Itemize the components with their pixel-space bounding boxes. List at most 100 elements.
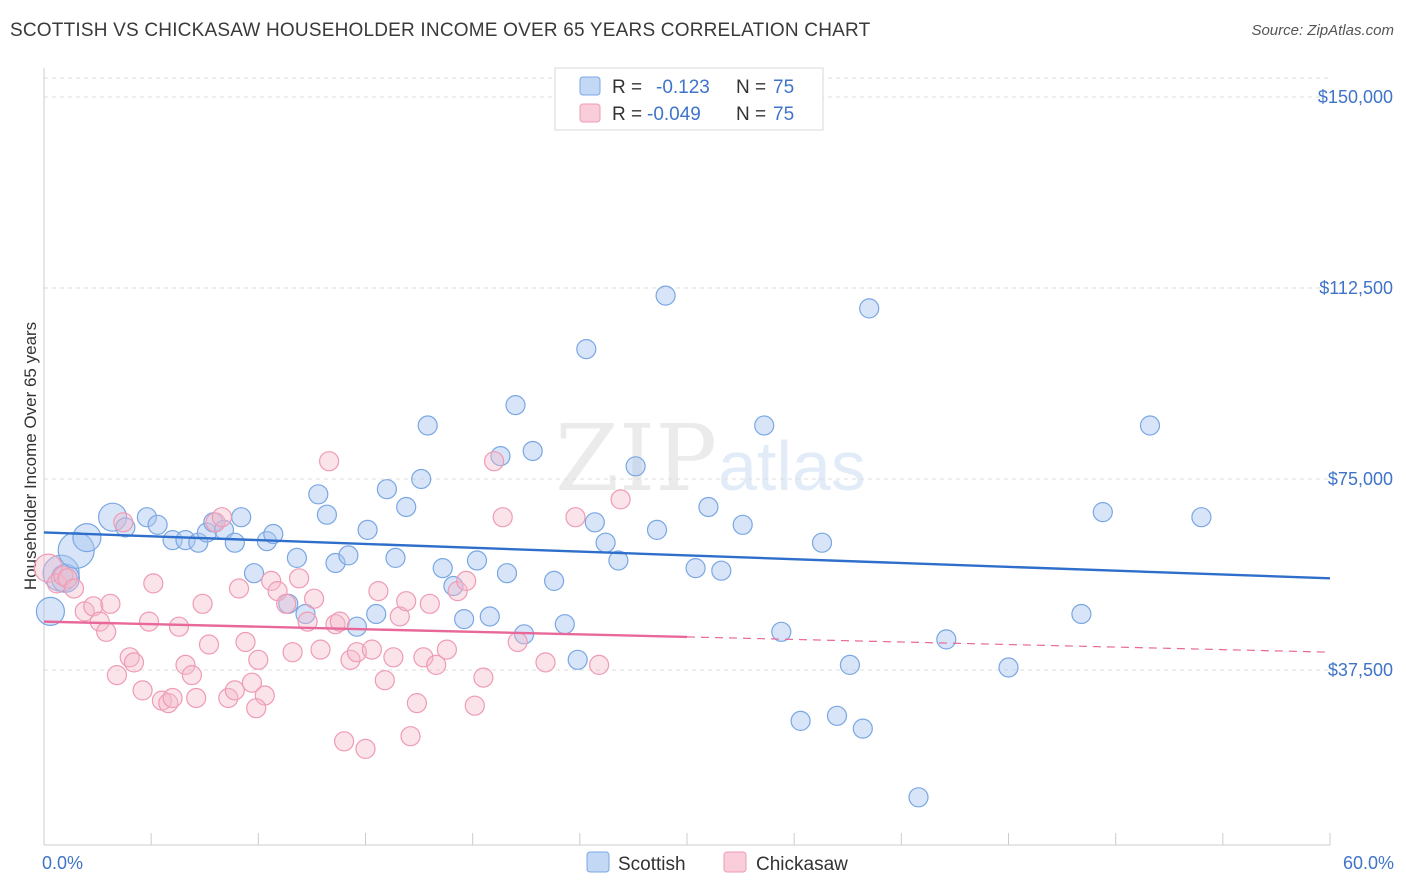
point-scottish [584,512,605,533]
point-chickasaw [181,664,202,686]
point-scottish [147,514,168,535]
point-chickasaw [106,664,128,686]
point-scottish [790,710,811,732]
point-chickasaw [492,507,513,528]
point-chickasaw [246,698,267,719]
point-scottish [136,507,157,528]
point-scottish [57,531,95,569]
point-chickasaw [143,573,164,594]
point-scottish [295,603,316,625]
point-scottish [325,552,346,574]
point-scottish [286,547,307,569]
point-chickasaw [361,639,382,660]
watermark-zip: ZIP [555,405,717,512]
point-scottish [732,514,753,535]
point-chickasaw [329,611,350,632]
point-scottish [1191,507,1212,528]
point-chickasaw [456,570,477,592]
point-scottish [466,550,488,571]
point-scottish [1092,501,1113,523]
point-scottish [839,654,861,676]
point-scottish [97,502,128,532]
x-tick-label-max: 60.0% [1343,853,1394,873]
point-scottish [396,496,417,518]
point-scottish [852,718,873,739]
point-chickasaw [138,611,160,632]
legend-r-value-1: -0.123 [656,77,710,98]
point-scottish [224,532,245,553]
chart-title: SCOTTISH VS CHICKASAW HOUSEHOLDER INCOME… [10,20,871,41]
legend-n-label-1: N = [736,77,766,98]
legend-swatch-chickasaw [579,103,601,123]
point-chickasaw [610,489,631,510]
point-chickasaw [355,738,376,760]
point-chickasaw [297,611,318,632]
correlation-legend: R = -0.123 N = 75 R = -0.049 N = 75 [554,67,824,131]
point-chickasaw [100,593,121,614]
source-credit: Source: ZipAtlas.com [1251,22,1394,39]
legend-n-value-1: 75 [773,77,794,98]
point-chickasaw [123,652,145,673]
point-scottish [308,484,329,505]
legend-n-value-2: 75 [773,104,794,125]
point-scottish [1139,415,1161,436]
point-chickasaw [535,652,556,673]
point-scottish [357,519,378,541]
series-legend: Scottish Chickasaw [586,851,848,875]
point-chickasaw [304,588,325,609]
point-chickasaw [588,654,610,676]
point-chickasaw [436,639,457,660]
trend-lines [43,531,1331,653]
x-ticks [43,833,1331,845]
point-chickasaw [419,593,440,614]
series-swatch-scottish [586,851,610,873]
point-scottish [698,496,719,518]
point-chickasaw [413,647,434,668]
trend-chickasaw [43,620,688,639]
watermark-atlas: atlas [718,427,866,505]
point-scottish [231,507,252,528]
point-chickasaw [175,654,196,676]
point-chickasaw [162,687,183,709]
point-scottish [608,550,629,571]
point-chickasaw [168,616,190,637]
point-scottish [1071,603,1092,625]
point-chickasaw [63,578,85,599]
point-scottish [567,649,588,670]
point-chickasaw [132,680,153,701]
point-chickasaw [464,695,485,716]
point-chickasaw [235,631,256,653]
legend-r-value-2: -0.049 [647,104,701,125]
point-chickasaw [57,568,78,589]
point-chickasaw [507,631,528,653]
watermark: ZIP atlas [555,405,866,512]
point-scottish [338,545,359,566]
point-chickasaw [198,634,220,655]
point-scottish [522,440,543,462]
legend-swatch-scottish [579,76,601,96]
series-label-scottish: Scottish [618,854,686,875]
point-scottish [655,285,676,306]
y-axis-title: Householder Income Over 65 years [21,322,40,590]
series-swatch-chickasaw [723,851,747,873]
point-chickasaw [192,593,213,614]
point-scottish [998,657,1019,678]
point-scottish [432,557,453,579]
point-scottish [646,519,668,541]
point-chickasaw [383,647,404,668]
point-scottish [263,523,284,545]
point-scottish [496,563,518,584]
y-tick-label: $37,500 [1328,660,1393,680]
point-chickasaw [224,680,245,701]
point-scottish [479,606,500,627]
point-chickasaw [228,578,250,599]
point-scottish [826,705,848,726]
point-scottish [576,339,597,360]
point-scottish [411,468,432,490]
point-chickasaw [96,621,117,642]
scatter-points [33,285,1212,808]
point-scottish [385,547,406,569]
point-chickasaw [282,642,303,663]
point-chickasaw [289,568,310,589]
point-chickasaw [241,672,262,693]
